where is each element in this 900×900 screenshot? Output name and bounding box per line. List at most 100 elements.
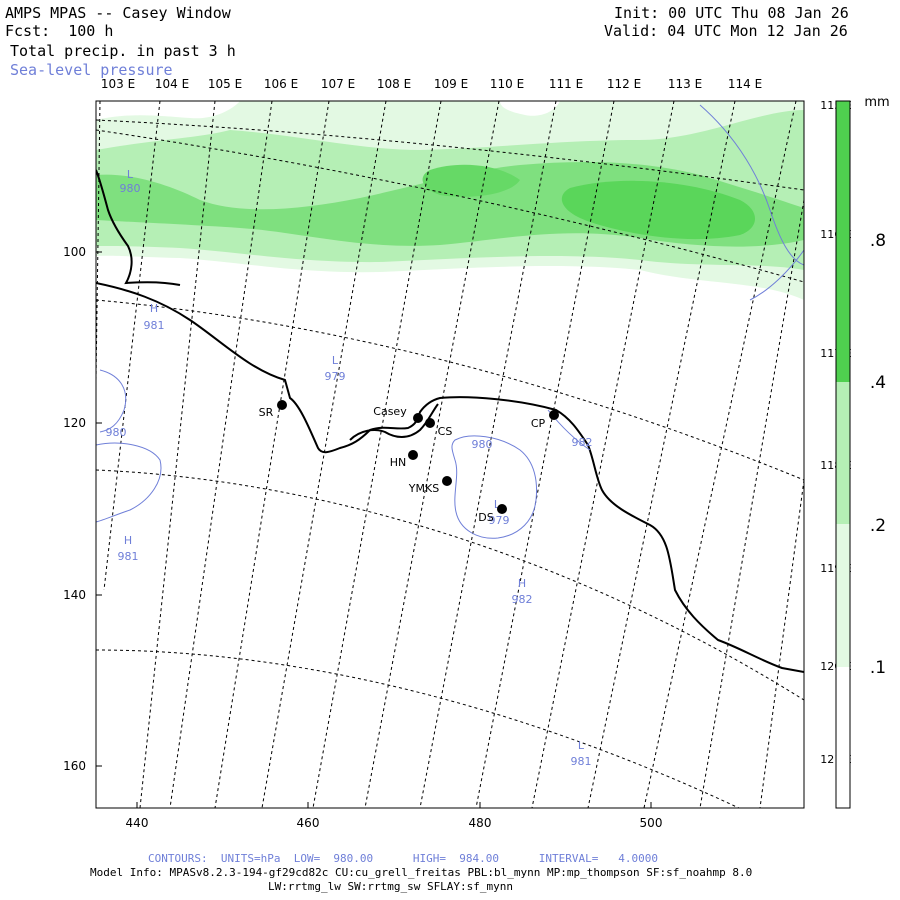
axis-ticks (96, 251, 652, 808)
precip-max-2 (422, 164, 520, 197)
meridian-line (699, 199, 804, 808)
stations: SR Casey CS HN YMKS DS CP (259, 400, 559, 524)
top-lon-labels: 103 E 104 E 105 E 106 E 107 E 108 E 109 … (101, 77, 762, 91)
field-name: Total precip. in past 3 h (10, 42, 236, 60)
colorbar-label: .4 (870, 373, 886, 393)
precip-white-patch-1 (96, 101, 240, 120)
station-marker-hn (408, 450, 418, 460)
pressure-letter: L (127, 168, 134, 181)
station-marker-casey (413, 413, 423, 423)
station-label-casey: Casey (373, 405, 407, 418)
y-tick-label: 100 (63, 245, 86, 259)
coastline (96, 169, 804, 673)
colorbar-label: .2 (870, 516, 886, 536)
x-tick-label: 480 (469, 816, 492, 830)
pressure-value: 979 (489, 514, 510, 527)
pressure-value: 980 (120, 182, 141, 195)
contour-field-name: Sea-level pressure (10, 61, 173, 79)
colorbar-segment-none (836, 667, 850, 808)
lon-label: 103 E (101, 77, 135, 91)
parallel-line (96, 299, 804, 481)
station-label-sr: SR (259, 406, 274, 419)
station-marker-ymks (442, 476, 452, 486)
station-marker-cs (425, 418, 435, 428)
valid-time: Valid: 04 UTC Mon 12 Jan 26 (604, 22, 848, 40)
y-tick-label: 160 (63, 759, 86, 773)
meridian-line (214, 101, 330, 808)
x-tick-label: 460 (297, 816, 320, 830)
parallel-line (96, 129, 804, 283)
lon-label: 105 E (208, 77, 242, 91)
pressure-value: 982 (512, 593, 533, 606)
colorbar-segment-max (836, 101, 850, 382)
parallel-line (96, 469, 804, 701)
meridian-line (139, 101, 216, 808)
model-info-line-1: Model Info: MPASv8.2.3-194-gf29cd82c CU:… (90, 866, 753, 879)
pressure-value: 979 (325, 370, 346, 383)
y-tick-label: 140 (63, 588, 86, 602)
plot-frame (95, 100, 805, 809)
precip-max-1 (561, 180, 755, 240)
colorbar-unit: mm (864, 95, 889, 110)
lon-label: 111 E (549, 77, 583, 91)
meridian-line (169, 101, 273, 808)
x-axis-labels: 440 460 480 500 (126, 816, 663, 830)
colorbar-segment-light (836, 524, 850, 667)
y-tick-label: 120 (63, 416, 86, 430)
forecast-hour: Fcst: 100 h (5, 22, 114, 40)
pressure-letter: L (332, 354, 339, 367)
x-tick-label: 500 (640, 816, 663, 830)
colorbar-frame (835, 100, 851, 809)
pressure-labels: L 980 H 981 L 979 980 H 981 980 L 979 H … (106, 168, 593, 768)
pressure-letter: H (124, 534, 132, 547)
contour-info: CONTOURS: UNITS=hPa LOW= 980.00 HIGH= 98… (148, 852, 658, 865)
station-label-cp: CP (531, 417, 546, 430)
colorbar-segment-mid (836, 382, 850, 524)
station-marker-ds (497, 504, 507, 514)
x-tick-label: 440 (126, 816, 149, 830)
map-title: AMPS MPAS -- Casey Window (5, 4, 231, 22)
station-marker-sr (277, 400, 287, 410)
station-label-ds: DS (478, 511, 493, 524)
meridian-line (759, 479, 804, 808)
station-label-ymks: YMKS (408, 482, 439, 495)
colorbar-label: .1 (870, 658, 886, 678)
colorbar: mm .8 .4 .2 .1 (835, 95, 890, 809)
pressure-value: 980 (106, 426, 127, 439)
pressure-value: 982 (572, 436, 593, 449)
pressure-value: 981 (118, 550, 139, 563)
station-marker-cp (549, 410, 559, 420)
lon-label: 108 E (377, 77, 411, 91)
meridian-line (96, 101, 101, 381)
meridian-line (103, 101, 161, 591)
lon-label: 113 E (668, 77, 702, 91)
pressure-contours (96, 104, 804, 539)
pressure-letter: L (494, 498, 501, 511)
init-time: Init: 00 UTC Thu 08 Jan 26 (614, 4, 849, 22)
pressure-letter: H (518, 577, 526, 590)
meridian-line (531, 101, 675, 808)
pressure-letter: H (150, 302, 158, 315)
graticule (96, 101, 804, 808)
pressure-value: 981 (571, 755, 592, 768)
pressure-value: 981 (144, 319, 165, 332)
lon-label: 104 E (155, 77, 189, 91)
lon-label: 106 E (264, 77, 298, 91)
lon-label: 114 E (728, 77, 762, 91)
lon-label: 109 E (434, 77, 468, 91)
colorbar-label: .8 (870, 231, 886, 251)
pressure-letter: L (578, 739, 585, 752)
meridian-line (587, 101, 736, 808)
lon-label: 107 E (321, 77, 355, 91)
lon-label: 112 E (607, 77, 641, 91)
model-info-line-2: LW:rrtmg_lw SW:rrtmg_sw SFLAY:sf_mynn (268, 880, 514, 893)
station-label-hn: HN (390, 456, 407, 469)
lon-label: 110 E (490, 77, 524, 91)
station-label-cs: CS (438, 425, 453, 438)
meridian-line (643, 101, 797, 808)
parallel-line (96, 649, 740, 808)
parallel-line (96, 119, 804, 191)
precip-white-patch-2 (500, 101, 560, 116)
meridian-line (475, 101, 615, 808)
